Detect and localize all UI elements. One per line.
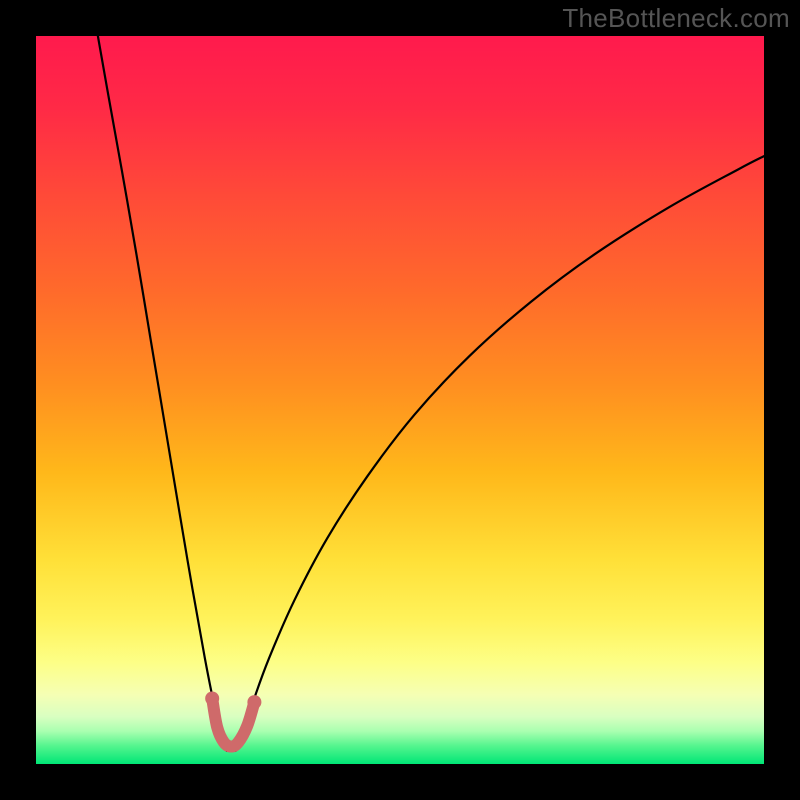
chart-stage: TheBottleneck.com xyxy=(0,0,800,800)
watermark-label: TheBottleneck.com xyxy=(562,3,790,34)
bottleneck-plot xyxy=(0,0,800,800)
plot-background xyxy=(36,36,764,764)
notch-marker-dot-0 xyxy=(205,691,219,705)
notch-marker-dot-1 xyxy=(247,695,261,709)
